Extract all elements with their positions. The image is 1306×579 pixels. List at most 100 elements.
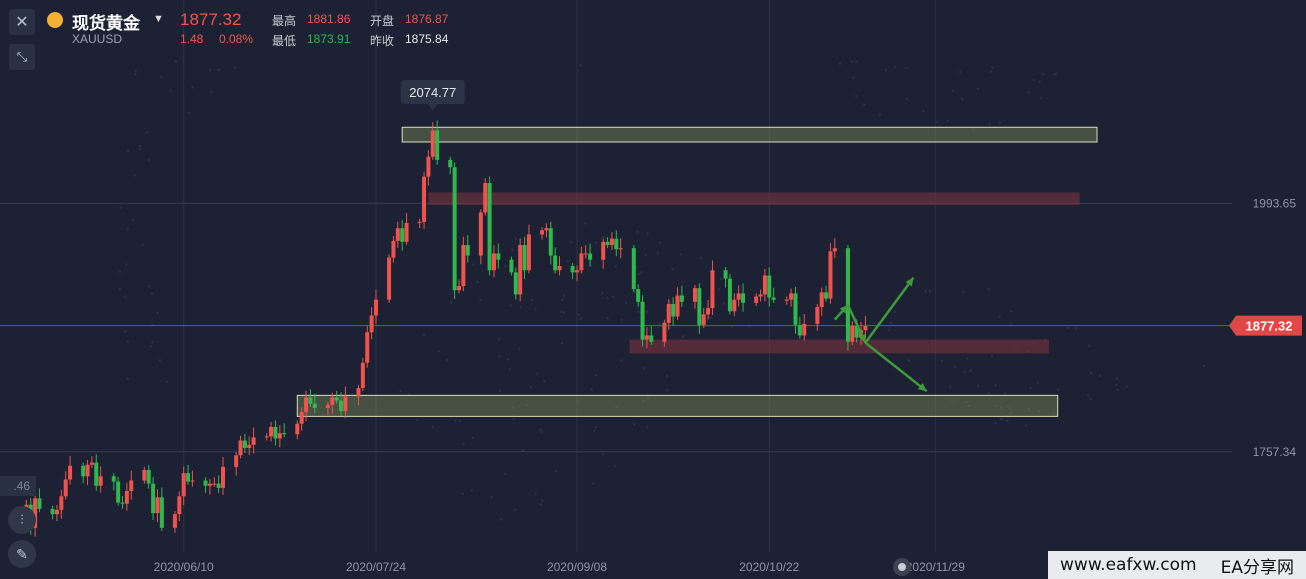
candle bbox=[325, 401, 330, 415]
candle-body bbox=[522, 245, 527, 271]
map-dot bbox=[1009, 411, 1013, 414]
map-dot bbox=[437, 349, 441, 353]
map-dot bbox=[601, 452, 604, 456]
map-dot bbox=[141, 243, 144, 247]
draw-tool-button[interactable]: ✎ bbox=[8, 540, 36, 568]
map-dot bbox=[126, 340, 129, 343]
map-dot bbox=[416, 419, 419, 422]
candle bbox=[85, 459, 90, 486]
map-dot bbox=[1053, 73, 1056, 76]
candle-body bbox=[692, 288, 697, 302]
candle-body bbox=[845, 248, 850, 342]
map-dot bbox=[1027, 350, 1031, 353]
candle bbox=[819, 287, 824, 316]
candle bbox=[234, 452, 239, 476]
map-dot bbox=[924, 290, 927, 293]
price-tick-label: 1993.65 bbox=[1253, 196, 1297, 210]
candle-body bbox=[706, 308, 711, 315]
candle-body bbox=[417, 221, 422, 223]
map-dot bbox=[156, 311, 159, 315]
candle bbox=[124, 482, 129, 511]
candle bbox=[264, 433, 269, 441]
map-dot bbox=[165, 380, 169, 383]
candle-body bbox=[540, 230, 545, 235]
map-dot bbox=[1086, 394, 1090, 397]
map-dot bbox=[150, 292, 154, 295]
close-button[interactable]: ✕ bbox=[9, 9, 35, 35]
candle-body bbox=[710, 270, 715, 309]
map-dot bbox=[1074, 327, 1078, 330]
map-dot bbox=[560, 310, 563, 314]
map-dot bbox=[138, 147, 141, 151]
map-dot bbox=[594, 241, 598, 244]
candle-body bbox=[395, 228, 400, 241]
map-dot bbox=[1000, 417, 1003, 421]
candle-body bbox=[282, 433, 287, 435]
candle bbox=[339, 392, 344, 417]
candle bbox=[850, 321, 855, 345]
map-dot bbox=[149, 345, 152, 348]
candle-body bbox=[356, 388, 361, 397]
candle-body bbox=[190, 480, 195, 482]
candle bbox=[679, 285, 684, 307]
collapse-button[interactable]: ⤡ bbox=[9, 44, 35, 70]
candle bbox=[151, 477, 156, 521]
map-dot bbox=[850, 60, 853, 63]
candle-body bbox=[400, 228, 405, 242]
scroll-handle[interactable] bbox=[893, 558, 911, 576]
candle bbox=[269, 422, 274, 442]
candle-body bbox=[588, 253, 593, 260]
map-dot bbox=[539, 428, 542, 432]
map-dot bbox=[534, 492, 537, 495]
candle bbox=[304, 390, 309, 422]
map-dot bbox=[989, 70, 993, 73]
map-dot bbox=[878, 113, 881, 116]
candle-body bbox=[360, 362, 365, 388]
forecast-arrow-head bbox=[839, 304, 848, 314]
candle-body bbox=[767, 275, 772, 298]
map-dot bbox=[991, 66, 994, 69]
map-dot bbox=[646, 232, 649, 235]
candle-body bbox=[671, 303, 676, 317]
map-dot bbox=[541, 499, 544, 502]
map-dot bbox=[994, 384, 997, 387]
map-dot bbox=[1125, 385, 1128, 388]
candle-body bbox=[732, 299, 737, 312]
candle-body bbox=[98, 476, 103, 486]
map-dot bbox=[893, 310, 897, 314]
high-label: 最高 bbox=[272, 14, 297, 28]
map-dot bbox=[928, 289, 932, 293]
candle bbox=[387, 254, 392, 303]
map-dot bbox=[1089, 398, 1092, 401]
candle-body bbox=[339, 400, 344, 412]
candle bbox=[120, 496, 125, 509]
date-tick-label: 2020/07/24 bbox=[346, 560, 406, 574]
price-tick-label: 1757.34 bbox=[1253, 445, 1297, 459]
candle bbox=[526, 224, 531, 274]
candle-body bbox=[762, 275, 767, 295]
candle bbox=[631, 245, 636, 293]
candle bbox=[308, 389, 313, 407]
candle-body bbox=[548, 228, 553, 256]
candle-body bbox=[277, 433, 282, 439]
chevron-down-icon[interactable]: ▼ bbox=[153, 13, 164, 25]
candle-body bbox=[85, 464, 90, 477]
site-url[interactable]: www.eafxw.com bbox=[1060, 555, 1197, 575]
candle-body bbox=[269, 426, 274, 437]
candle bbox=[400, 220, 405, 251]
map-dot bbox=[965, 400, 968, 404]
candle-body bbox=[824, 292, 829, 299]
high-value: 1881.86 bbox=[307, 12, 351, 26]
chart-type-button[interactable]: ⫶ bbox=[8, 506, 36, 534]
candle bbox=[177, 491, 182, 522]
candle-body bbox=[605, 241, 610, 246]
map-dot bbox=[566, 259, 570, 263]
candle bbox=[736, 285, 741, 307]
symbol-name[interactable]: 现货黄金 bbox=[72, 14, 140, 34]
map-dot bbox=[658, 322, 661, 325]
candle bbox=[452, 162, 457, 300]
candle-body bbox=[422, 176, 427, 222]
map-dot bbox=[511, 406, 515, 410]
map-dot bbox=[971, 128, 975, 131]
